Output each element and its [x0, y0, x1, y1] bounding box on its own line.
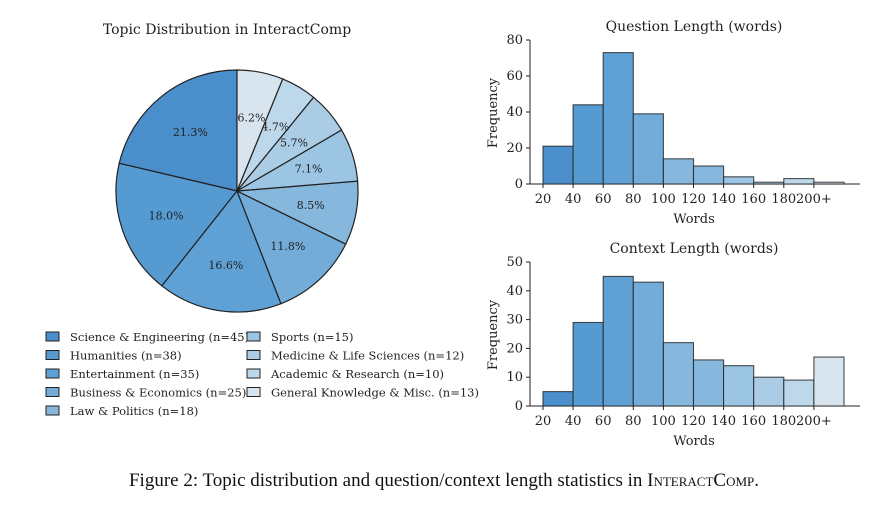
legend-swatch — [45, 331, 60, 342]
pie-slice-label: 8.5% — [297, 199, 325, 212]
legend-swatch — [45, 350, 60, 360]
pie-slice-label: 4.7% — [261, 121, 289, 134]
pie-legend: Science & Engineering (n=45) Humanities (… — [45, 330, 479, 418]
histogram-bar — [542, 145, 574, 185]
histogram-bar — [723, 176, 755, 185]
y-tick-label: 10 — [506, 370, 523, 385]
legend-swatch — [45, 405, 60, 416]
legend-swatch — [246, 368, 261, 379]
histogram-bar — [662, 158, 695, 185]
question-hist-xlabel: Words — [673, 212, 715, 227]
question-hist-title: Question Length (words) — [606, 19, 783, 35]
pie-slice-label: 7.1% — [295, 162, 323, 175]
y-tick-label: 40 — [506, 105, 523, 120]
pie-slice — [236, 69, 284, 192]
pie-slice — [115, 162, 239, 287]
legend-swatch — [45, 368, 60, 379]
x-tick-label: 160 — [741, 192, 766, 207]
pie-slice-label: 18.0% — [149, 210, 184, 223]
legend-label: Entertainment (n=35) — [70, 367, 199, 381]
x-tick-label: 100 — [651, 414, 676, 429]
legend-swatch — [246, 387, 261, 397]
x-tick-label: 200+ — [796, 192, 832, 207]
x-tick-label: 20 — [535, 414, 552, 429]
pie-slice-label: 5.7% — [280, 136, 308, 149]
histogram-bar — [602, 52, 634, 185]
legend-swatch — [45, 387, 60, 397]
histogram-bar — [692, 359, 725, 407]
legend-label: Business & Economics (n=25) — [70, 386, 246, 400]
histogram-bar — [572, 104, 604, 185]
x-tick-label: 20 — [535, 192, 552, 207]
legend-label: Sports (n=15) — [271, 330, 354, 344]
histogram-bar — [572, 321, 604, 407]
pie-slice — [235, 189, 347, 305]
x-tick-label: 140 — [711, 192, 736, 207]
histogram-bar — [542, 391, 574, 407]
pie-title: Topic Distribution in InteractComp — [103, 22, 351, 38]
pie-slice-label: 21.3% — [173, 126, 208, 139]
x-tick-label: 100 — [651, 192, 676, 207]
legend-label: Academic & Research (n=10) — [270, 367, 444, 381]
pie-slice-label: 6.2% — [237, 111, 265, 124]
histogram-bar — [632, 113, 664, 185]
histogram-bar — [723, 365, 755, 407]
legend-swatch — [246, 350, 261, 360]
histogram-bar — [632, 281, 664, 407]
x-tick-label: 160 — [741, 414, 766, 429]
x-tick-label: 60 — [595, 414, 612, 429]
x-tick-label: 180 — [771, 192, 796, 207]
context-hist-ylabel: Frequency — [486, 299, 501, 370]
legend-label: Law & Politics (n=18) — [70, 404, 198, 418]
context-hist-title: Context Length (words) — [610, 241, 779, 257]
pie-slice — [118, 69, 238, 192]
legend-label: General Knowledge & Misc. (n=13) — [271, 386, 479, 400]
context-hist-xlabel: Words — [673, 434, 715, 449]
histogram-bar — [753, 181, 785, 185]
caption-name: InteractComp — [647, 470, 755, 491]
x-tick-label: 80 — [625, 414, 642, 429]
caption-suffix: . — [754, 470, 759, 491]
figure-caption: Figure 2: Topic distribution and questio… — [0, 470, 888, 492]
pie-slice-label: 16.6% — [208, 259, 243, 272]
histogram-bar — [602, 275, 634, 407]
x-tick-label: 180 — [771, 414, 796, 429]
caption-text: Figure 2: Topic distribution and questio… — [128, 470, 648, 491]
y-tick-label: 20 — [506, 141, 523, 156]
x-tick-label: 140 — [711, 414, 736, 429]
x-tick-label: 40 — [565, 414, 582, 429]
x-tick-label: 120 — [681, 192, 706, 207]
histogram-bar — [813, 181, 845, 185]
question-length-histogram: 0 20 40 60 80 20 40 60 80 100 120 140 160 180 200+ — [506, 33, 860, 207]
x-tick-label: 80 — [625, 192, 642, 207]
x-tick-label: 60 — [595, 192, 612, 207]
y-tick-label: 60 — [506, 69, 523, 84]
legend-label: Science & Engineering (n=45) — [70, 330, 249, 344]
pie-chart: 21.3% 18.0% 16.6% 11.8% 8.5% 7.1% 5.7% 4.7%6.2% — [115, 69, 359, 313]
y-tick-label: 80 — [506, 33, 523, 48]
histogram-bar — [692, 165, 725, 185]
histogram-bar — [813, 356, 845, 407]
legend-swatch — [246, 331, 261, 342]
legend-label: Medicine & Life Sciences (n=12) — [271, 349, 464, 363]
context-length-histogram: 0 10 20 30 40 50 20 40 60 80 100 120 140 160 180 200+ — [506, 255, 860, 429]
y-tick-label: 30 — [506, 313, 523, 328]
y-tick-label: 40 — [506, 284, 523, 299]
question-hist-ylabel: Frequency — [486, 77, 501, 148]
x-tick-label: 120 — [681, 414, 706, 429]
histogram-bar — [753, 376, 785, 407]
histogram-bar — [783, 379, 815, 407]
histogram-bar — [783, 178, 815, 185]
legend-label: Humanities (n=38) — [70, 349, 182, 363]
y-tick-label: 0 — [515, 399, 523, 414]
y-tick-label: 0 — [515, 177, 523, 192]
pie-slice-label: 11.8% — [270, 240, 305, 253]
x-tick-label: 40 — [565, 192, 582, 207]
pie-slice — [161, 189, 282, 313]
y-tick-label: 20 — [506, 341, 523, 356]
histogram-bar — [662, 342, 695, 407]
y-tick-label: 50 — [506, 255, 523, 270]
x-tick-label: 200+ — [796, 414, 832, 429]
